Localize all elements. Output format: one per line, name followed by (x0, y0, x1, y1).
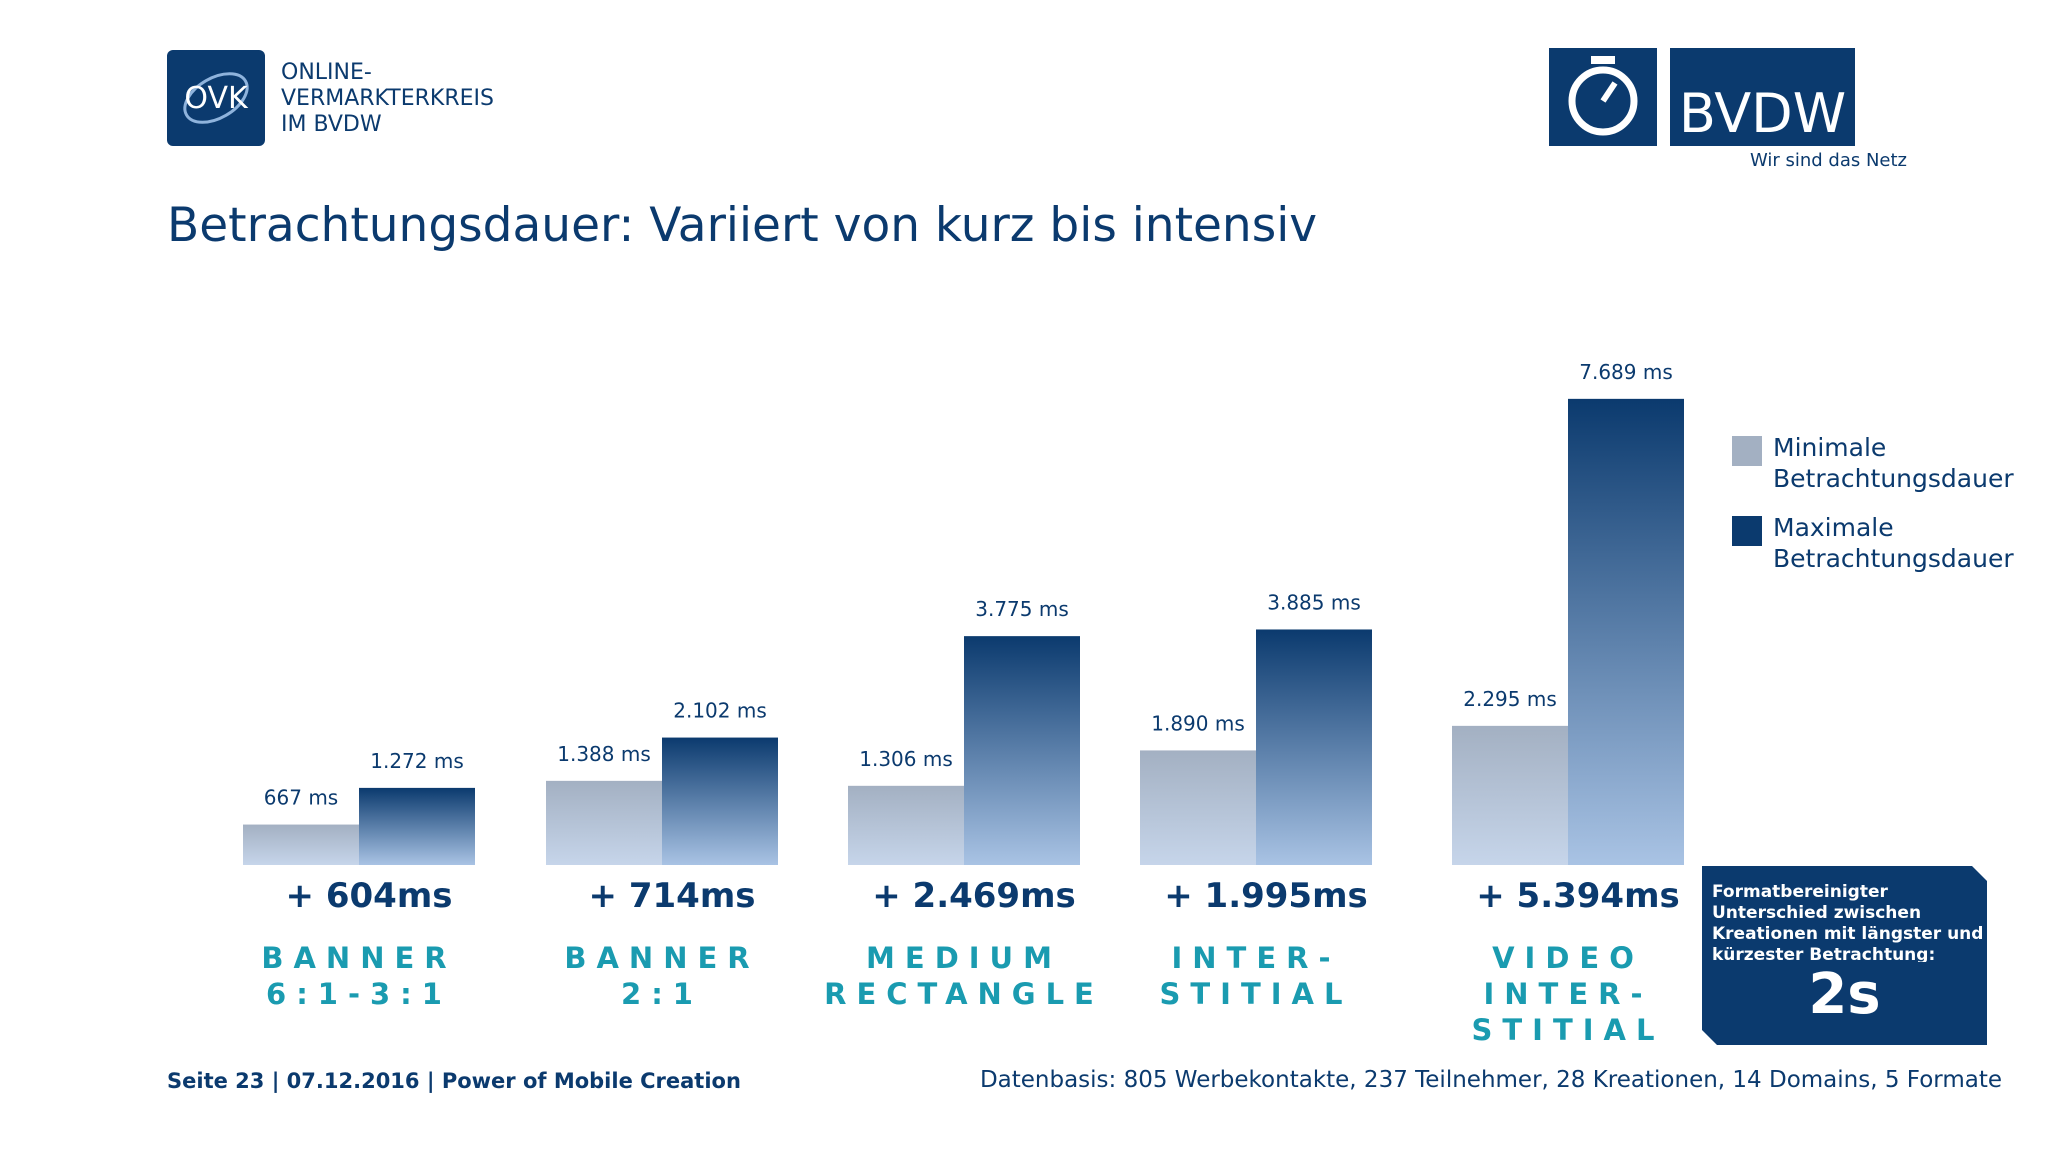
value-label: 3.775 ms (975, 597, 1069, 621)
value-label: 2.295 ms (1463, 687, 1557, 711)
difference-label: + 2.469ms (872, 876, 1076, 916)
note-text: Formatbereinigter Unterschied zwischen K… (1712, 882, 1984, 962)
difference-label: + 604ms (286, 876, 453, 916)
legend-label: Maximale Betrachtungsdauer (1773, 513, 2014, 573)
note-value: 2s (1808, 962, 1881, 1027)
difference-label: + 714ms (589, 876, 756, 916)
bar (1256, 629, 1372, 865)
footer-right: Datenbasis: 805 Werbekontakte, 237 Teiln… (979, 1067, 2002, 1093)
bar (1140, 750, 1256, 865)
value-label: 1.272 ms (370, 749, 464, 773)
category-label: BANNER 6:1-3:1 (261, 941, 457, 1011)
bvdw-logo-text: BVDW (1678, 82, 1847, 145)
difference-label: + 5.394ms (1476, 876, 1680, 916)
bar (1568, 398, 1684, 865)
note-box (1702, 866, 1987, 1045)
value-label: 1.306 ms (859, 747, 953, 771)
bar (359, 787, 475, 865)
stopwatch-top (1591, 56, 1615, 64)
difference-label: + 1.995ms (1164, 876, 1368, 916)
legend-swatch (1732, 516, 1762, 546)
bar (243, 824, 359, 865)
ovk-swoosh (183, 72, 249, 124)
ovk-logo-box (167, 50, 265, 146)
value-label: 7.689 ms (1579, 360, 1673, 384)
stopwatch-icon (1568, 66, 1638, 136)
legend-swatch (1732, 436, 1762, 466)
bar (546, 780, 662, 865)
value-label: 1.388 ms (557, 742, 651, 766)
category-label: VIDEO INTER- STITIAL (1471, 941, 1665, 1047)
legend-label: Minimale Betrachtungsdauer (1773, 433, 2014, 493)
bar (964, 636, 1080, 865)
category-label: BANNER 2:1 (564, 941, 760, 1011)
ovk-name: ONLINE- VERMARKTERKREIS IM BVDW (281, 60, 494, 137)
value-label: 1.890 ms (1151, 711, 1245, 735)
category-label: MEDIUM RECTANGLE (824, 941, 1104, 1011)
bar (662, 737, 778, 865)
value-label: 3.885 ms (1267, 590, 1361, 614)
bar (848, 785, 964, 865)
ovk-logo-text: OVK (184, 80, 248, 116)
bar (1452, 725, 1568, 865)
footer-left: Seite 23 | 07.12.2016 | Power of Mobile … (167, 1069, 741, 1093)
value-label: 667 ms (264, 786, 338, 810)
chart-title: Betrachtungsdauer: Variiert von kurz bis… (167, 198, 1318, 253)
bvdw-slogan: Wir sind das Netz (1749, 150, 1907, 171)
bvdw-box (1670, 48, 1855, 146)
stopwatch-hand (1600, 81, 1618, 103)
category-label: INTER- STITIAL (1159, 941, 1353, 1011)
value-label: 2.102 ms (673, 699, 767, 723)
